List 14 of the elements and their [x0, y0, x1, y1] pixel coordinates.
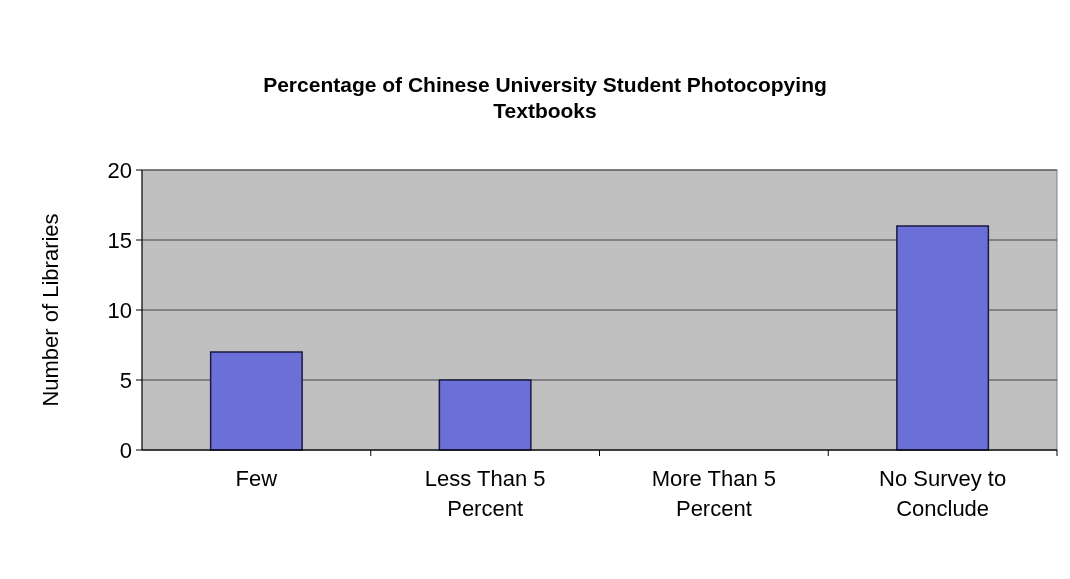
x-tick-label: Less Than 5 Percent — [424, 466, 546, 521]
y-tick-label: 5 — [119, 367, 132, 393]
y-tick-label: 0 — [119, 437, 132, 463]
bar — [438, 379, 532, 451]
x-tick-label: No Survey to Conclude — [879, 466, 1007, 521]
y-tick-label: 20 — [107, 157, 132, 183]
y-tick-label: 10 — [107, 297, 132, 323]
chart-title: Percentage of Chinese University Student Photocopying Textbooks — [263, 73, 827, 122]
bar — [209, 351, 303, 451]
y-axis-title: Number of Libraries — [38, 213, 63, 407]
bar — [896, 225, 990, 451]
x-tick-label: Few — [235, 466, 278, 491]
y-tick-label: 15 — [107, 227, 132, 253]
x-tick-label: More Than 5 Percent — [651, 466, 777, 521]
